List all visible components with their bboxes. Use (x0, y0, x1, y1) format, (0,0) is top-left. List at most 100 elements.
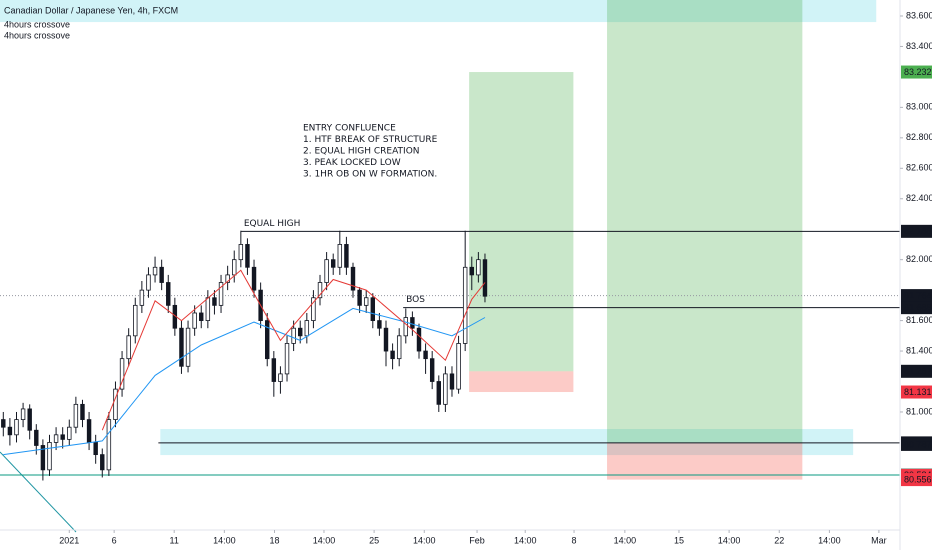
candle-body (311, 297, 316, 321)
candle-body (146, 274, 151, 291)
candle-body (47, 442, 52, 471)
x-tick-label: 6 (112, 535, 117, 545)
x-tick-label: 2021 (59, 535, 79, 545)
annotation-text: ENTRY CONFLUENCE (303, 124, 396, 134)
candle-body (185, 327, 191, 367)
candle-body (14, 419, 19, 436)
candle-body (304, 320, 310, 337)
indicator-line (101, 269, 486, 431)
price-tag-label: 81.131 (904, 387, 932, 397)
candle-body (53, 434, 59, 443)
candle-body (423, 350, 428, 360)
x-tick-label: 14:00 (213, 535, 236, 545)
x-tick-label: 14:00 (718, 535, 741, 545)
annotation-text: 1. HTF BREAK OF STRUCTURE (303, 135, 438, 145)
x-tick-label: 15 (674, 535, 684, 545)
candle-body (363, 297, 369, 306)
price-tag-label: 81.764 (904, 290, 932, 300)
candle-body (73, 403, 79, 428)
price-tag-label: 80.787 (904, 439, 932, 449)
candle-body (476, 259, 481, 276)
y-tick-label: 82.800 (906, 132, 932, 142)
candle-body (403, 317, 409, 337)
candle-body (159, 266, 164, 283)
indicator-label: 4hours crossove (4, 19, 70, 29)
candle-body (113, 388, 118, 420)
y-tick-label: 83.400 (906, 41, 932, 51)
price-tag-label: 80.556 (904, 474, 932, 484)
candle-body (166, 282, 171, 306)
candle-body (40, 445, 46, 471)
price-tag (901, 385, 932, 399)
x-tick-label: 14:00 (413, 535, 436, 545)
candle-body (298, 327, 303, 337)
candle-body (482, 259, 488, 297)
candle-body (449, 373, 455, 390)
price-tag-label: 81.267 (904, 366, 932, 376)
y-tick-label: 82.000 (906, 254, 932, 264)
y-tick-label: 81.000 (906, 406, 932, 416)
price-axis (900, 0, 932, 550)
indicator-label: 4hours crossove (4, 30, 70, 40)
candle-body (245, 244, 250, 268)
candle-body (436, 381, 441, 405)
candle-body (100, 454, 105, 471)
y-tick-label: 83.000 (906, 102, 932, 112)
price-tag (901, 473, 932, 487)
trend-line (0, 451, 77, 533)
candle-body (80, 403, 85, 420)
price-tag (901, 301, 932, 315)
y-tick-label: 81.400 (906, 345, 932, 355)
x-tick-label: 11 (170, 535, 179, 545)
candle-body (205, 297, 211, 321)
candle-body (462, 266, 468, 344)
candle-body (278, 373, 283, 382)
candle-body (86, 419, 92, 443)
x-tick-label: 8 (572, 535, 577, 545)
x-tick-label: 22 (774, 535, 784, 545)
candle-body (370, 297, 376, 321)
x-tick-label: 18 (269, 535, 279, 545)
x-tick-label: 25 (369, 535, 379, 545)
chart-title: Canadian Dollar / Japanese Yen, 4h, FXCM (4, 5, 178, 15)
candle-body (317, 282, 323, 299)
candle-body (344, 244, 349, 268)
candle-body (443, 373, 448, 405)
candle-body (126, 335, 131, 360)
candle-body (416, 327, 422, 352)
candle-body (34, 429, 39, 446)
price-tag (901, 289, 932, 303)
price-tag-label: 81.685 (904, 303, 932, 313)
candle-body (357, 289, 362, 306)
candle-body (199, 312, 204, 321)
candle-body (265, 320, 270, 360)
candle-body (456, 343, 461, 390)
zone (469, 72, 574, 372)
candle-body (390, 350, 395, 360)
candle-body (1, 419, 6, 428)
y-tick-label: 82.600 (906, 163, 932, 173)
candle-body (410, 317, 415, 329)
candle-body (225, 274, 230, 283)
candle-body (218, 282, 224, 306)
level-label: BOS (406, 295, 425, 305)
candle-body (106, 419, 112, 471)
annotation-text: 3. 1HR OB ON W FORMATION. (303, 170, 437, 180)
candle-body (20, 408, 26, 420)
indicator-line (3, 307, 486, 456)
y-tick-label: 83.600 (906, 10, 932, 20)
candle-body (251, 266, 257, 291)
zone (0, 0, 877, 23)
plot-area: EQUAL HIGH BOS (0, 0, 900, 481)
zone (607, 0, 803, 443)
candle-body (232, 259, 237, 276)
x-tick-label: 14:00 (818, 535, 841, 545)
candle-body (212, 297, 217, 306)
x-tick-label: 14:00 (313, 535, 336, 545)
candle-body (179, 327, 184, 367)
zone (469, 371, 574, 393)
candle-body (7, 426, 13, 436)
y-tick-label: 81.600 (906, 315, 932, 325)
candle-body (152, 266, 158, 276)
